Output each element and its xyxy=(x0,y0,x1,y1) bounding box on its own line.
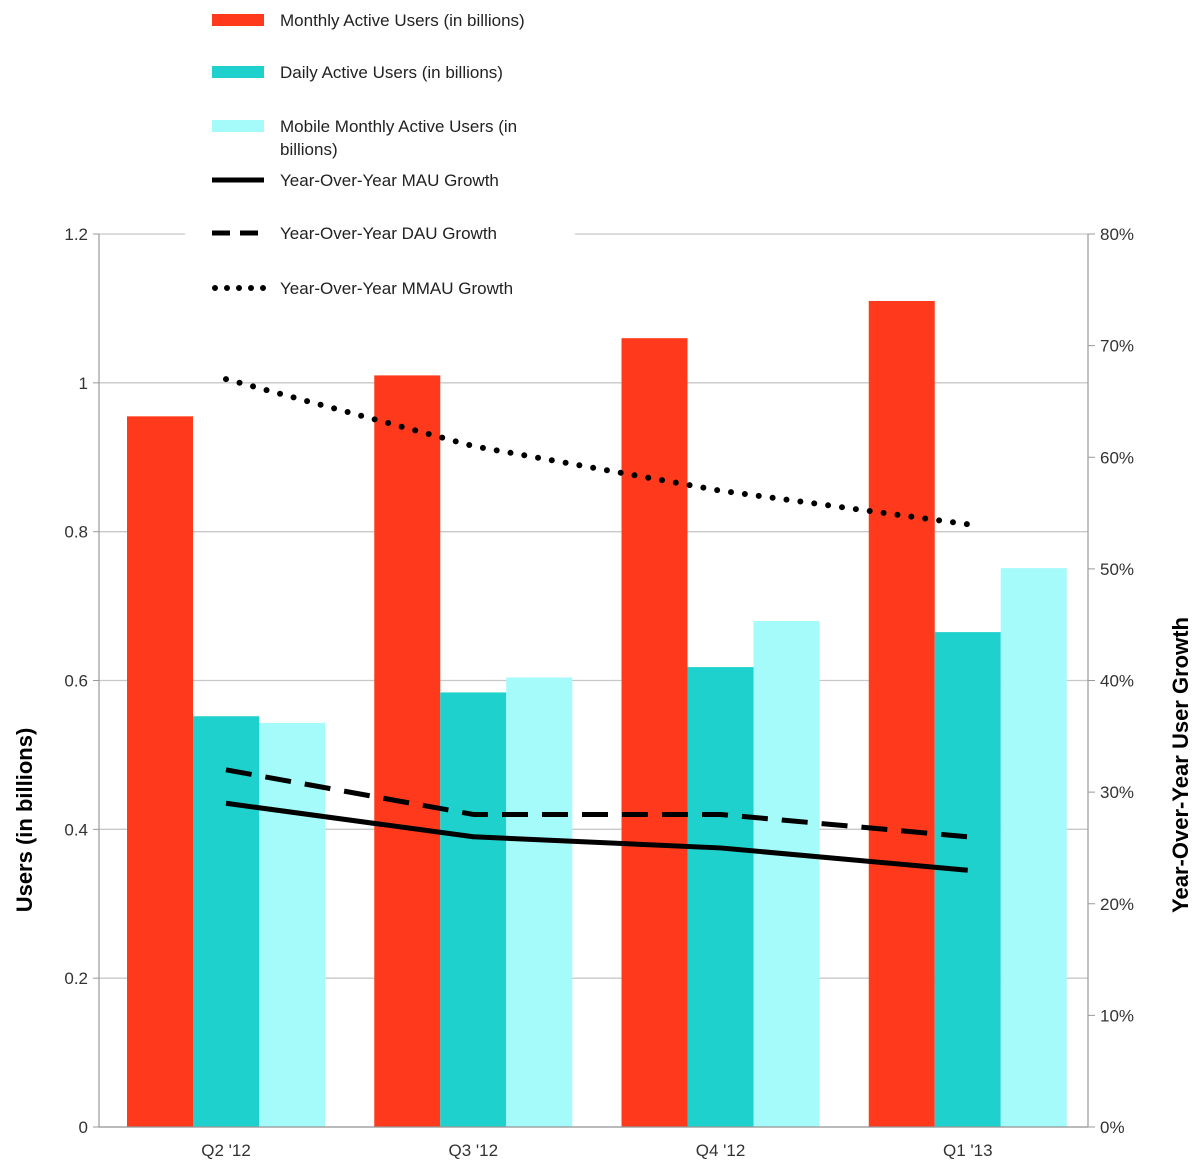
bar xyxy=(687,667,754,1127)
legend-background xyxy=(185,0,575,305)
legend-label-line: billions) xyxy=(280,140,338,159)
bar xyxy=(868,300,935,1128)
y2-tick-label: 70% xyxy=(1100,337,1134,356)
y-tick-label: 1.2 xyxy=(64,225,88,244)
axes: 0 0.2 0.4 0.6 0.8 1 1.2 0% 10% 20% 30% 40% 50% 60% 70%… xyxy=(64,225,1134,1160)
y-tick-label: 1 xyxy=(79,374,88,393)
y-tick-label: 0.4 xyxy=(64,820,88,839)
bars xyxy=(127,300,1067,1128)
legend-label: Year-Over-Year MMAU Growth xyxy=(280,279,513,298)
growth-lines xyxy=(223,376,971,873)
bar xyxy=(506,677,573,1127)
x-tick-label: Q1 '13 xyxy=(943,1141,993,1160)
y2-tick-label: 40% xyxy=(1100,672,1134,691)
y2-tick-label: 30% xyxy=(1100,783,1134,802)
x-tick-label: Q4 '12 xyxy=(696,1141,746,1160)
y2-axis-title: Year-Over-Year User Growth xyxy=(1168,617,1193,913)
legend-label-line: Mobile Monthly Active Users (in xyxy=(280,117,517,136)
growth-line xyxy=(225,767,968,840)
y-tick-label: 0.6 xyxy=(64,672,88,691)
y2-tick-label: 20% xyxy=(1100,895,1134,914)
bar xyxy=(440,692,507,1127)
y-tick-label: 0.8 xyxy=(64,523,88,542)
bar xyxy=(259,722,325,1127)
legend-swatch xyxy=(212,120,264,132)
growth-line xyxy=(225,800,968,873)
bar xyxy=(1000,568,1067,1127)
y2-tick-label: 80% xyxy=(1100,225,1134,244)
bar xyxy=(753,620,820,1127)
legend-swatch xyxy=(212,66,264,78)
y-tick-label: 0.2 xyxy=(64,969,88,988)
x-tick-label: Q2 '12 xyxy=(201,1141,251,1160)
bar xyxy=(127,416,193,1128)
bar xyxy=(193,716,259,1127)
legend-label: Mobile Monthly Active Users (in billions) xyxy=(280,117,517,159)
y-tick-label: 0 xyxy=(79,1118,88,1137)
legend-label: Year-Over-Year MAU Growth xyxy=(280,171,499,190)
growth-line xyxy=(223,376,971,528)
bar xyxy=(934,632,1001,1127)
y2-tick-label: 60% xyxy=(1100,448,1134,467)
legend-label: Year-Over-Year DAU Growth xyxy=(280,224,497,243)
y2-tick-label: 50% xyxy=(1100,560,1134,579)
y2-tick-label: 10% xyxy=(1100,1006,1134,1025)
x-tick-label: Q3 '12 xyxy=(448,1141,498,1160)
legend-label: Monthly Active Users (in billions) xyxy=(280,11,525,30)
legend-swatch xyxy=(212,14,264,26)
y-axis-title: Users (in billions) xyxy=(12,728,37,913)
y2-tick-label: 0% xyxy=(1100,1118,1125,1137)
bar xyxy=(621,338,688,1127)
legend: Monthly Active Users (in billions) Daily … xyxy=(212,11,525,298)
bar xyxy=(374,375,441,1127)
legend-label: Daily Active Users (in billions) xyxy=(280,63,503,82)
legend-panel xyxy=(185,0,575,305)
